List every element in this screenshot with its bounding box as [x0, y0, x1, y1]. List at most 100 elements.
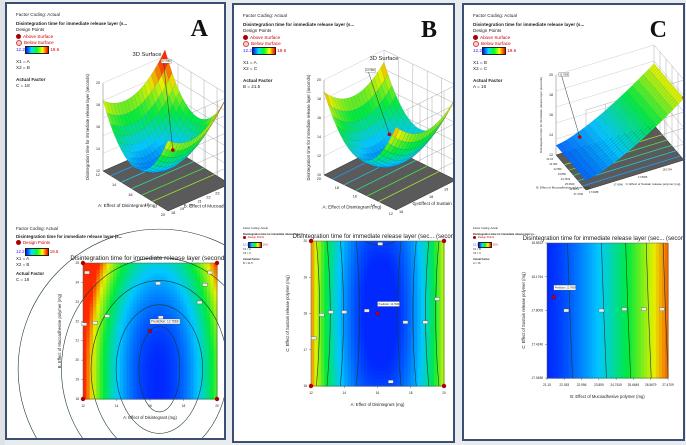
- heatmap-cell: [190, 324, 195, 329]
- y-axis-label: C: Effect of Sustain release polymer (mg…: [285, 275, 290, 352]
- heatmap-cell: [109, 351, 114, 356]
- heatmap-cell: [193, 365, 198, 369]
- x-tick-label: 27.4709: [574, 192, 584, 196]
- heatmap-cell: [427, 375, 432, 380]
- heatmap-cell: [173, 310, 178, 315]
- heatmap-cell: [126, 388, 131, 393]
- heatmap-cell: [344, 382, 349, 387]
- heatmap-cell: [190, 290, 195, 295]
- heatmap-cell: [547, 351, 551, 355]
- heatmap-cell: [156, 358, 161, 363]
- heatmap-cell: [109, 286, 114, 291]
- heatmap-cell: [156, 303, 161, 308]
- heatmap-cell: [424, 313, 428, 318]
- heatmap-cell: [99, 290, 104, 295]
- heatmap-cell: [364, 251, 369, 257]
- heatmap-cell: [180, 320, 185, 325]
- heatmap-cell: [377, 378, 382, 383]
- heatmap-cell: [354, 324, 359, 329]
- heatmap-cell: [190, 334, 195, 339]
- below-surface-label: Below Surface: [24, 40, 54, 46]
- heatmap-cell: [190, 317, 195, 322]
- heatmap-cell: [186, 327, 191, 332]
- heatmap-cell: [574, 364, 578, 369]
- heatmap-cell: [424, 371, 428, 376]
- heatmap-cell: [106, 290, 111, 295]
- heatmap-cell: [186, 361, 191, 366]
- heatmap-cell: [374, 371, 379, 376]
- heatmap-cell: [153, 392, 158, 397]
- heatmap-cell: [126, 392, 131, 397]
- heatmap-cell: [210, 344, 215, 349]
- heatmap-cell: [344, 328, 349, 333]
- heatmap-cell: [337, 288, 342, 293]
- heatmap-cell: [113, 354, 118, 359]
- heatmap-cell: [203, 266, 208, 271]
- heatmap-cell: [430, 349, 435, 354]
- heatmap-cell: [384, 313, 389, 318]
- heatmap-cell: [367, 338, 372, 344]
- heatmap-cell: [311, 248, 315, 253]
- heatmap-cell: [357, 284, 362, 289]
- heatmap-cell: [580, 259, 584, 264]
- heatmap-cell: [377, 255, 382, 260]
- heatmap-cell: [106, 341, 111, 346]
- heatmap-cell: [99, 358, 104, 363]
- heatmap-cell: [176, 297, 181, 301]
- heatmap-cell: [89, 351, 94, 356]
- heatmap-cell: [556, 243, 560, 247]
- heatmap-cell: [129, 348, 134, 352]
- heatmap-cell: [337, 349, 342, 354]
- heatmap-cell: [571, 371, 575, 376]
- heatmap-cell: [337, 270, 342, 275]
- heatmap-cell: [330, 259, 335, 264]
- heatmap-cell: [559, 361, 563, 366]
- heatmap-cell: [160, 300, 164, 305]
- heatmap-cell: [210, 276, 215, 281]
- heatmap-cell: [404, 302, 409, 307]
- heatmap-cell: [574, 320, 578, 325]
- heatmap-cell: [146, 341, 151, 346]
- heatmap-cell: [559, 364, 563, 369]
- heatmap-cell: [367, 302, 372, 307]
- heatmap-cell: [571, 276, 575, 281]
- heatmap-cell: [556, 374, 560, 379]
- heatmap-cell: [136, 361, 141, 366]
- heatmap-cell: [193, 392, 198, 397]
- heatmap-cell: [146, 286, 151, 291]
- heatmap-cell: [160, 375, 164, 380]
- heatmap-cell: [374, 251, 379, 257]
- contour-line: [397, 240, 402, 387]
- heatmap-cell: [559, 310, 563, 315]
- heatmap-cell: [96, 263, 101, 267]
- heatmap-cell: [206, 331, 211, 335]
- heatmap-cell: [196, 290, 201, 295]
- heatmap-cell: [324, 309, 329, 315]
- heatmap-cell: [213, 361, 218, 366]
- heatmap-cell: [577, 249, 581, 254]
- heatmap-cell: [327, 353, 332, 358]
- heatmap-cell: [83, 392, 87, 397]
- heatmap-cell: [334, 360, 339, 365]
- heatmap-cell: [180, 375, 185, 380]
- heatmap-cell: [380, 357, 385, 362]
- heatmap-cell: [360, 331, 365, 336]
- heatmap-cell: [170, 354, 175, 359]
- heatmap-cell: [320, 288, 325, 293]
- heatmap-cell: [150, 266, 154, 271]
- heatmap-cell: [146, 378, 151, 383]
- heatmap-cell: [93, 310, 97, 315]
- heatmap-cell: [427, 378, 432, 383]
- heatmap-cell: [344, 349, 349, 354]
- heatmap-cell: [139, 385, 144, 390]
- heatmap-cell: [384, 375, 389, 380]
- heatmap-cell: [340, 375, 345, 380]
- heatmap-cell: [553, 270, 557, 274]
- heatmap-cell: [106, 348, 111, 352]
- heatmap-cell: [317, 367, 322, 373]
- heatmap-cell: [380, 331, 385, 336]
- heatmap-cell: [397, 306, 402, 311]
- heatmap-cell: [193, 378, 198, 383]
- heatmap-cell: [190, 303, 195, 308]
- heatmap-cell: [417, 288, 422, 293]
